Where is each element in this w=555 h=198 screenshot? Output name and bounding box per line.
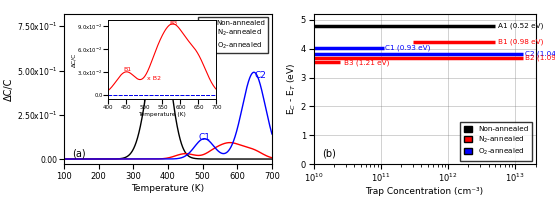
Text: B2 (1.09 eV): B2 (1.09 eV) — [525, 55, 555, 61]
Legend: Non-annealed, N$_2$-annealed, O$_2$-annealed: Non-annealed, N$_2$-annealed, O$_2$-anne… — [198, 17, 269, 53]
Text: (a): (a) — [72, 148, 86, 158]
Y-axis label: E$_C$ - E$_T$ (eV): E$_C$ - E$_T$ (eV) — [285, 63, 298, 115]
X-axis label: Trap Concentration (cm⁻³): Trap Concentration (cm⁻³) — [366, 187, 483, 196]
Text: B1: B1 — [124, 67, 132, 71]
Text: C1 (0.93 eV): C1 (0.93 eV) — [385, 45, 430, 51]
Text: A1: A1 — [148, 30, 160, 39]
Text: x B2: x B2 — [147, 76, 161, 81]
X-axis label: Temperature (K): Temperature (K) — [138, 112, 186, 117]
Y-axis label: ΔC/C: ΔC/C — [71, 52, 76, 67]
X-axis label: Temperature (K): Temperature (K) — [132, 184, 204, 193]
Text: C2: C2 — [255, 71, 266, 80]
Text: C2 (1.04 eV): C2 (1.04 eV) — [525, 50, 555, 57]
Text: (b): (b) — [322, 148, 336, 158]
Text: B3 (1.21 eV): B3 (1.21 eV) — [344, 59, 389, 66]
Text: A1 (0.52 eV): A1 (0.52 eV) — [498, 23, 543, 29]
Y-axis label: ΔC/C: ΔC/C — [4, 77, 14, 101]
Text: B3: B3 — [170, 21, 178, 26]
Text: B1 (0.98 eV): B1 (0.98 eV) — [498, 39, 543, 46]
Legend: Non-annealed, N$_2$-annealed, O$_2$-annealed: Non-annealed, N$_2$-annealed, O$_2$-anne… — [460, 122, 532, 161]
Text: C1: C1 — [198, 132, 210, 142]
